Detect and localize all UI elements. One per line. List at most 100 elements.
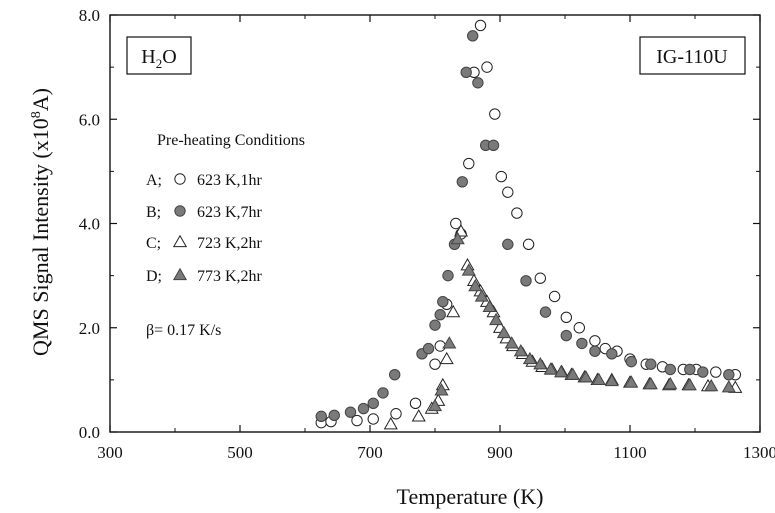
- data-point: [429, 319, 441, 331]
- data-point: [390, 408, 402, 420]
- data-point: [513, 343, 528, 357]
- species-label: H2O: [141, 46, 176, 71]
- data-point: [351, 414, 363, 427]
- legend-marker: [174, 205, 186, 217]
- y-tick-label: 8.0: [79, 6, 100, 25]
- data-point: [472, 77, 484, 89]
- data-point: [357, 402, 370, 415]
- x-tick-label: 700: [357, 443, 383, 462]
- y-tick-label: 6.0: [79, 110, 100, 129]
- data-point: [573, 322, 585, 334]
- x-axis-title: Temperature (K): [397, 484, 544, 509]
- series-d: [427, 231, 736, 412]
- data-point: [474, 19, 487, 32]
- data-point: [504, 336, 519, 349]
- data-point: [589, 345, 601, 357]
- legend-prefix: D;: [146, 268, 162, 285]
- y-tick-label: 4.0: [79, 215, 100, 234]
- data-point: [554, 364, 569, 378]
- data-marks: [315, 19, 743, 430]
- y-tick-label: 0.0: [79, 423, 100, 442]
- legend-label: 773 K,2hr: [197, 268, 263, 285]
- data-point: [437, 295, 449, 308]
- data-point: [539, 306, 552, 318]
- data-point: [576, 337, 588, 350]
- x-tick-label: 1300: [743, 443, 775, 462]
- sample-label: IG-110U: [656, 46, 728, 68]
- sample-box: [639, 36, 746, 75]
- data-point: [411, 409, 426, 422]
- data-point: [482, 299, 497, 313]
- species-label-rest: O: [162, 46, 176, 68]
- data-point: [534, 272, 546, 284]
- data-point: [377, 387, 389, 399]
- axis-ticks: 300 500 700 900 1100 1300 0.0 2.0 4.0 6.0 8.0: [79, 6, 775, 462]
- rate-label: β= 0.17 K/s: [146, 322, 221, 339]
- legend-marker: [172, 267, 188, 281]
- data-point: [502, 238, 514, 251]
- data-point: [511, 207, 523, 219]
- data-point: [367, 413, 379, 425]
- x-tick-label: 500: [227, 443, 253, 462]
- legend: A; 623 K,1hr B; 623 K,7hr C; 723 K,2hr D; 773 K…: [146, 172, 263, 285]
- data-point: [704, 378, 719, 392]
- data-point: [434, 383, 449, 396]
- y-tick-label: 2.0: [79, 319, 100, 338]
- data-point: [721, 379, 736, 393]
- data-point: [489, 108, 501, 120]
- data-point: [456, 176, 468, 188]
- x-tick-label: 1100: [613, 443, 646, 462]
- data-point: [589, 335, 601, 347]
- data-point: [643, 376, 658, 390]
- data-point: [522, 351, 537, 365]
- data-point: [481, 61, 493, 73]
- series-b: [315, 30, 735, 423]
- data-point: [533, 357, 548, 370]
- legend-label: 623 K,7hr: [197, 204, 263, 221]
- data-point: [682, 377, 697, 391]
- data-point: [664, 363, 676, 376]
- species-label-sub: 2: [156, 56, 163, 71]
- y-axis-title-main: QMS Signal Intensity (x10: [28, 118, 53, 356]
- data-point: [427, 398, 443, 412]
- data-point: [389, 368, 401, 381]
- data-point: [723, 368, 735, 381]
- data-point: [328, 409, 340, 422]
- data-point: [697, 366, 709, 378]
- legend-marker: [172, 234, 188, 248]
- x-tick-label: 900: [487, 443, 513, 462]
- y-axis-title-exponent: 8: [29, 111, 44, 118]
- data-point: [624, 375, 639, 388]
- data-point: [520, 275, 532, 287]
- data-point: [560, 329, 572, 342]
- data-point: [496, 325, 511, 339]
- data-point: [450, 217, 462, 230]
- legend-label: 723 K,2hr: [197, 235, 263, 252]
- data-point: [460, 66, 472, 79]
- data-point: [463, 157, 475, 170]
- data-point: [429, 358, 441, 370]
- x-tick-label: 300: [97, 443, 123, 462]
- data-point: [604, 373, 619, 387]
- data-point: [625, 355, 637, 368]
- data-point: [495, 170, 507, 183]
- legend-prefix: C;: [146, 235, 161, 252]
- data-point: [446, 304, 461, 318]
- data-point: [409, 397, 422, 410]
- data-point: [645, 358, 657, 370]
- data-point: [663, 376, 678, 390]
- data-point: [489, 312, 504, 326]
- data-point: [474, 289, 489, 302]
- data-point: [710, 366, 722, 378]
- data-point: [543, 362, 558, 375]
- data-point: [522, 238, 535, 251]
- y-axis-title: QMS Signal Intensity (x108A): [28, 88, 53, 356]
- data-point: [560, 311, 572, 324]
- data-point: [442, 336, 457, 349]
- data-point: [439, 351, 454, 365]
- data-point: [487, 139, 500, 152]
- data-point: [315, 410, 327, 423]
- data-point: [383, 416, 398, 430]
- legend-label: 623 K,1hr: [197, 172, 263, 189]
